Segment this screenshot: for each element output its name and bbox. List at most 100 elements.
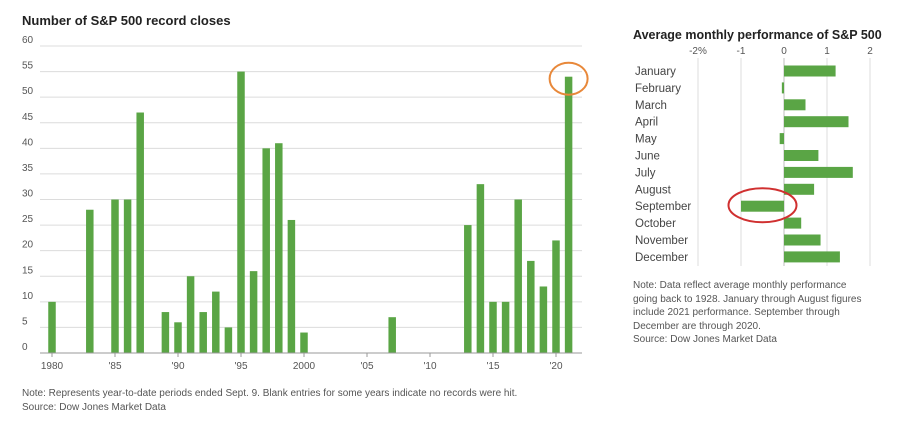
month-label: October [635, 218, 676, 230]
monthly-performance-bar [784, 116, 849, 128]
record-closes-bar [161, 312, 170, 353]
record-closes-bar [539, 286, 548, 353]
record-closes-bar [212, 291, 220, 353]
monthly-performance-bar [779, 133, 784, 145]
record-closes-bar [186, 276, 195, 353]
left-chart-x-axis: 1980 '85 '90 '95 2000 '05 '10 '15 '20 [40, 352, 582, 372]
x-tick-label: 1 [824, 46, 830, 57]
right-note-line: December are through 2020. [633, 320, 761, 332]
highlight-circle-2021 [548, 61, 589, 96]
right-chart-highlight [727, 187, 798, 224]
record-closes-bar [174, 322, 182, 353]
record-closes-bar [300, 332, 308, 353]
monthly-performance-bar [784, 99, 806, 111]
y-tick-label: 25 [22, 214, 34, 225]
right-note-line: include 2021 performance. September thro… [633, 307, 840, 318]
record-closes-bar [48, 301, 56, 353]
y-tick-label: 55 [22, 61, 34, 72]
y-tick-label: 5 [22, 316, 28, 327]
monthly-performance-bar [741, 200, 784, 212]
x-tick-label: '05 [360, 361, 373, 372]
y-tick-label: 45 [22, 112, 34, 123]
record-closes-bar [262, 148, 270, 353]
monthly-performance-bar [784, 150, 819, 161]
y-tick-label: 20 [22, 240, 34, 251]
month-label: January [635, 66, 676, 78]
left-chart-bars [48, 71, 573, 354]
x-tick-label: '10 [423, 361, 436, 372]
month-label: July [635, 167, 656, 179]
record-closes-bar [514, 199, 522, 353]
y-tick-label: 0 [22, 342, 28, 353]
month-label: August [635, 184, 672, 196]
right-note-line: Note: Data reflect average monthly perfo… [633, 280, 847, 291]
right-chart-x-ticks: -2% -1 0 1 2 [689, 46, 873, 57]
monthly-performance-bar [784, 65, 836, 77]
x-tick-label: '15 [486, 361, 499, 372]
x-tick-label: -2% [689, 46, 707, 57]
month-label: February [635, 83, 681, 95]
left-chart-title: Number of S&P 500 record closes [22, 13, 231, 28]
highlight-ellipse-september [727, 187, 798, 224]
record-closes-bar [564, 76, 573, 353]
monthly-performance-bar [784, 183, 815, 195]
y-tick-label: 10 [22, 291, 34, 302]
right-note-line: going back to 1928. January through Augu… [633, 293, 862, 305]
x-tick-label: '85 [108, 361, 121, 372]
right-chart-month-labels: January February March April May June July Augu… [635, 66, 691, 264]
right-chart-notes: Note: Data reflect average monthly perfo… [633, 279, 873, 347]
record-closes-bar [224, 327, 233, 353]
x-tick-label: 0 [781, 46, 787, 57]
left-note-line: Note: Represents year-to-date periods en… [22, 388, 518, 399]
y-tick-label: 50 [22, 86, 34, 97]
record-closes-bar [527, 260, 535, 353]
y-tick-label: 15 [22, 265, 34, 276]
record-closes-bar [552, 240, 560, 353]
record-closes-bar [275, 143, 283, 353]
right-chart-bars [741, 65, 853, 263]
x-tick-label: 2 [867, 46, 873, 57]
y-tick-label: 60 [22, 35, 34, 46]
monthly-performance-bar [784, 217, 802, 229]
month-label: September [635, 201, 691, 213]
record-closes-bar [136, 112, 144, 354]
record-closes-bar [199, 312, 207, 353]
record-closes-bar [111, 199, 119, 353]
left-chart-y-ticks: 0 5 10 15 20 25 30 35 40 45 50 55 60 [22, 35, 34, 353]
x-tick-label: -1 [737, 46, 746, 57]
record-closes-bar [249, 271, 258, 353]
record-closes-bar [464, 225, 472, 353]
right-source-line: Source: Dow Jones Market Data [633, 334, 777, 345]
y-tick-label: 40 [22, 137, 34, 148]
x-tick-label: '95 [234, 361, 247, 372]
month-label: March [635, 100, 667, 112]
month-label: November [635, 235, 688, 247]
record-closes-bar [501, 301, 510, 353]
x-tick-label: '20 [549, 361, 562, 372]
x-tick-label: 1980 [41, 361, 64, 372]
x-tick-label: 2000 [293, 361, 316, 372]
y-tick-label: 30 [22, 189, 34, 200]
record-closes-bar [388, 317, 396, 353]
x-tick-label: '90 [171, 361, 184, 372]
right-chart-title: Average monthly performance of S&P 500 [633, 28, 882, 42]
left-chart-gridlines [40, 45, 582, 328]
monthly-performance-bar [784, 166, 853, 178]
left-chart-notes: Note: Represents year-to-date periods en… [22, 387, 517, 415]
monthly-performance-bar [781, 82, 784, 94]
month-label: May [635, 134, 657, 146]
left-source-line: Source: Dow Jones Market Data [22, 402, 166, 413]
month-label: April [635, 117, 658, 129]
record-closes-bar [123, 199, 132, 353]
record-closes-bar [237, 71, 245, 353]
record-closes-bar [287, 219, 296, 353]
month-label: June [635, 151, 660, 163]
record-closes-bar [476, 184, 485, 353]
monthly-performance-bar [784, 251, 840, 263]
month-label: December [635, 252, 688, 264]
record-closes-bar [489, 301, 497, 353]
y-tick-label: 35 [22, 163, 34, 174]
left-chart-highlight [548, 61, 589, 96]
record-closes-bar [86, 209, 94, 353]
